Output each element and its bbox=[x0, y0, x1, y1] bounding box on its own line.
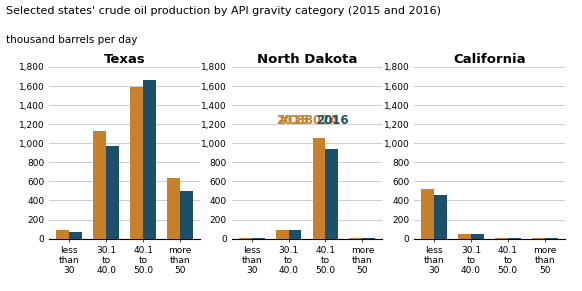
Bar bbox=[180, 191, 193, 239]
Title: North Dakota: North Dakota bbox=[257, 53, 357, 66]
Bar bbox=[313, 138, 325, 239]
Bar bbox=[363, 238, 375, 239]
Bar bbox=[434, 195, 447, 239]
Bar bbox=[239, 238, 251, 239]
Bar bbox=[130, 87, 143, 239]
Title: Texas: Texas bbox=[104, 53, 146, 66]
Title: California: California bbox=[453, 53, 526, 66]
Text: 2015: 2015 bbox=[276, 114, 309, 127]
Bar bbox=[251, 238, 265, 239]
Bar bbox=[349, 238, 363, 239]
Bar bbox=[421, 189, 434, 239]
Bar bbox=[458, 234, 471, 239]
Bar bbox=[289, 230, 301, 239]
Bar bbox=[276, 230, 289, 239]
Bar bbox=[471, 234, 484, 239]
Text: thousand barrels per day: thousand barrels per day bbox=[6, 35, 137, 45]
Text: Selected states' crude oil production by API gravity category (2015 and 2016): Selected states' crude oil production by… bbox=[6, 6, 441, 16]
Bar bbox=[106, 146, 119, 239]
Bar bbox=[69, 232, 82, 239]
Text: #C8802A: #C8802A bbox=[279, 114, 339, 127]
Bar bbox=[143, 80, 156, 239]
Text: 2016: 2016 bbox=[316, 114, 349, 127]
Bar bbox=[508, 238, 521, 239]
Bar bbox=[532, 238, 545, 239]
Bar bbox=[545, 238, 558, 239]
Bar bbox=[495, 238, 508, 239]
Bar bbox=[56, 230, 69, 239]
Bar bbox=[93, 131, 106, 239]
Bar bbox=[167, 178, 180, 239]
Bar bbox=[325, 149, 338, 239]
